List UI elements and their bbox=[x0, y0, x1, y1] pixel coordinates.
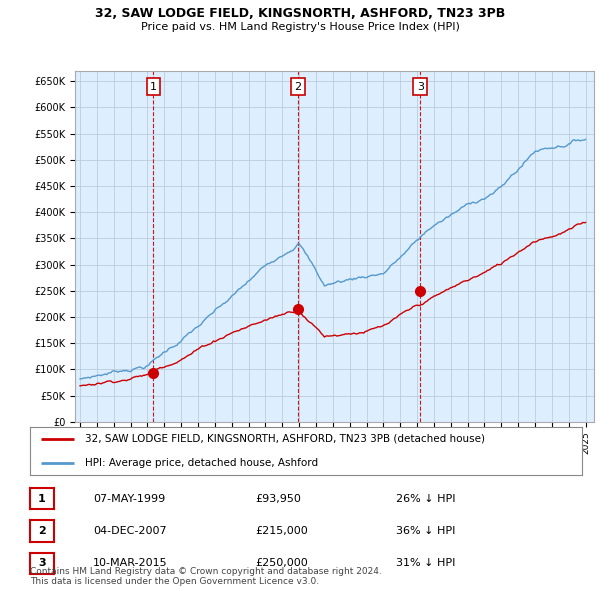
Text: 31% ↓ HPI: 31% ↓ HPI bbox=[396, 559, 455, 568]
Text: Price paid vs. HM Land Registry's House Price Index (HPI): Price paid vs. HM Land Registry's House … bbox=[140, 22, 460, 32]
Text: 1: 1 bbox=[38, 494, 46, 503]
Text: 2: 2 bbox=[294, 81, 301, 91]
Text: HPI: Average price, detached house, Ashford: HPI: Average price, detached house, Ashf… bbox=[85, 458, 319, 468]
Text: 26% ↓ HPI: 26% ↓ HPI bbox=[396, 494, 455, 503]
Text: 1: 1 bbox=[150, 81, 157, 91]
Text: £93,950: £93,950 bbox=[255, 494, 301, 503]
Text: 10-MAR-2015: 10-MAR-2015 bbox=[93, 559, 167, 568]
Text: 07-MAY-1999: 07-MAY-1999 bbox=[93, 494, 165, 503]
Text: 32, SAW LODGE FIELD, KINGSNORTH, ASHFORD, TN23 3PB: 32, SAW LODGE FIELD, KINGSNORTH, ASHFORD… bbox=[95, 7, 505, 20]
Text: £250,000: £250,000 bbox=[255, 559, 308, 568]
Text: 2: 2 bbox=[38, 526, 46, 536]
Text: 32, SAW LODGE FIELD, KINGSNORTH, ASHFORD, TN23 3PB (detached house): 32, SAW LODGE FIELD, KINGSNORTH, ASHFORD… bbox=[85, 434, 485, 444]
Text: 3: 3 bbox=[417, 81, 424, 91]
Text: 04-DEC-2007: 04-DEC-2007 bbox=[93, 526, 167, 536]
Text: 36% ↓ HPI: 36% ↓ HPI bbox=[396, 526, 455, 536]
Text: Contains HM Land Registry data © Crown copyright and database right 2024.
This d: Contains HM Land Registry data © Crown c… bbox=[30, 567, 382, 586]
Text: 3: 3 bbox=[38, 559, 46, 568]
Text: £215,000: £215,000 bbox=[255, 526, 308, 536]
